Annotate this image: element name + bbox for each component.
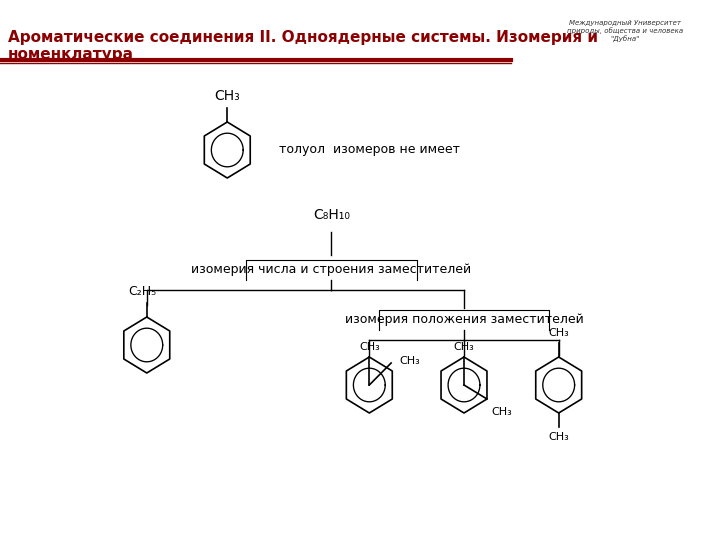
- Text: CH₃: CH₃: [492, 407, 513, 417]
- Text: C₈H₁₀: C₈H₁₀: [313, 208, 350, 222]
- Text: CH₃: CH₃: [549, 432, 569, 442]
- Text: CH₃: CH₃: [400, 356, 420, 366]
- Text: толуол  изомеров не имеет: толуол изомеров не имеет: [279, 144, 460, 157]
- Text: CH₃: CH₃: [359, 342, 379, 352]
- Text: изомерия положения заместителей: изомерия положения заместителей: [345, 314, 583, 327]
- Text: CH₃: CH₃: [454, 342, 474, 352]
- Text: изомерия числа и строения заместителей: изомерия числа и строения заместителей: [192, 264, 472, 276]
- Text: Международный Университет
природы, общества и человека
"Дубна": Международный Университет природы, общес…: [567, 20, 683, 42]
- Text: C₂H₅: C₂H₅: [128, 285, 156, 298]
- Text: CH₃: CH₃: [549, 328, 569, 338]
- Text: CH₃: CH₃: [215, 89, 240, 103]
- Text: Ароматические соединения II. Одноядерные системы. Изомерия и номенклатура: Ароматические соединения II. Одноядерные…: [8, 30, 598, 63]
